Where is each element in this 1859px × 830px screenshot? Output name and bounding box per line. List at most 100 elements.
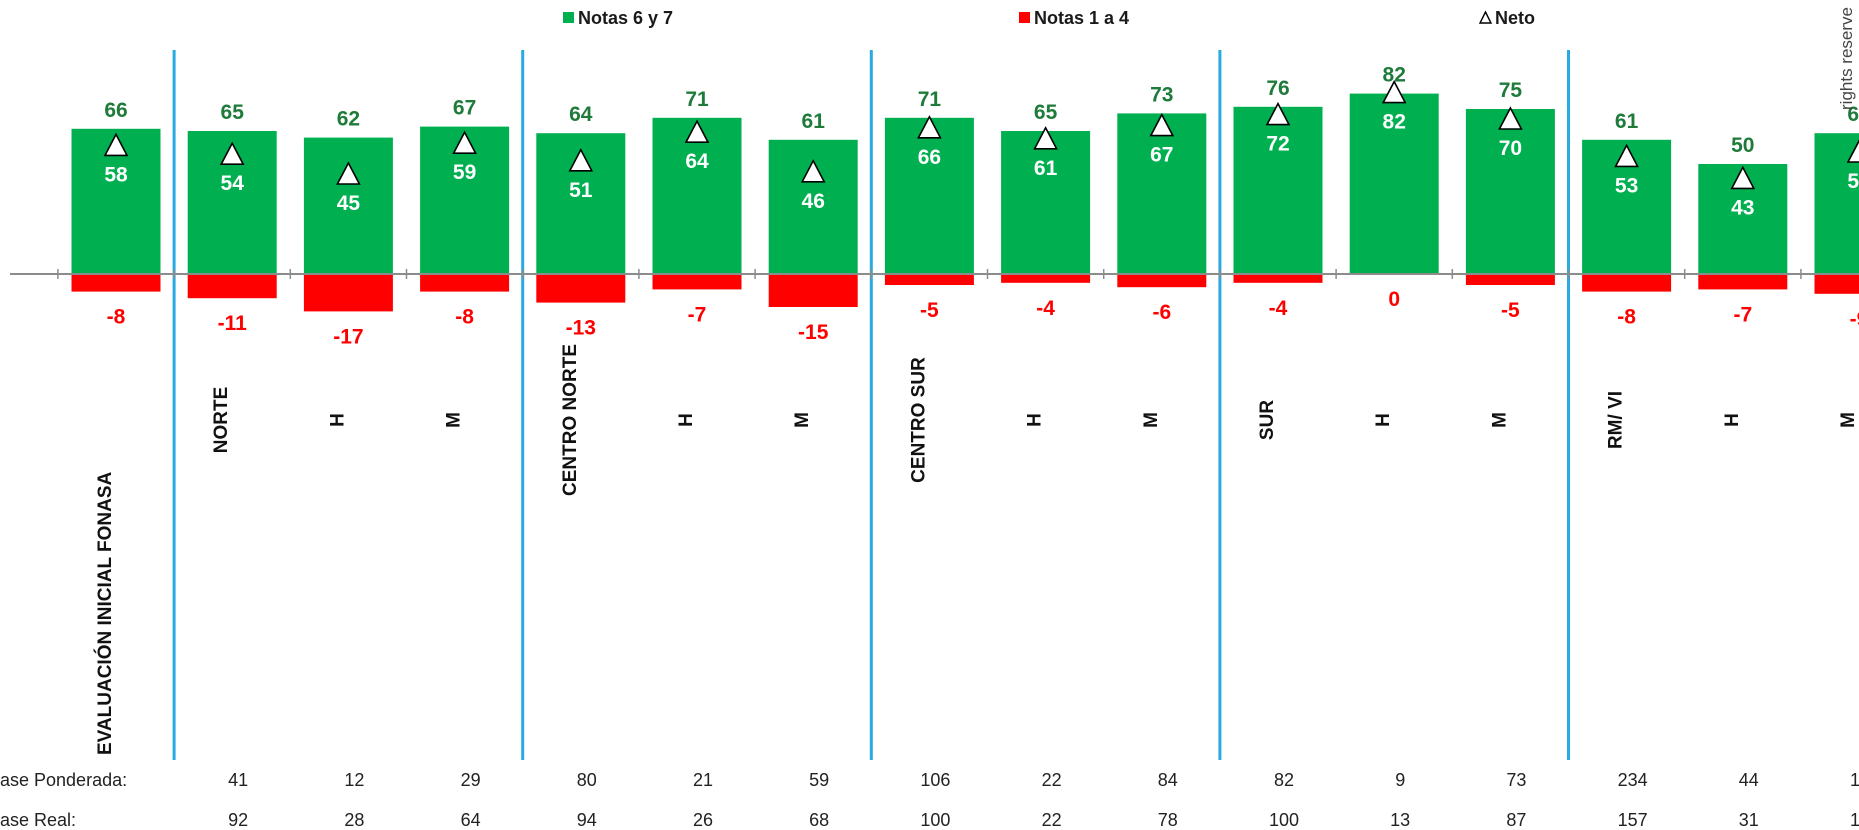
base-value-1-1: 28 [344, 810, 364, 830]
category-label-0: EVALUACIÓN INICIAL FONASA [94, 471, 116, 755]
label-neto-13: 53 [1615, 174, 1638, 197]
category-label-3: M [444, 412, 465, 428]
base-value-0-11: 73 [1506, 770, 1526, 790]
label-negative-11: 0 [1388, 288, 1400, 311]
base-value-1-10: 13 [1390, 810, 1410, 830]
neto-marker-13 [1614, 143, 1639, 168]
bar-negative-15 [1814, 274, 1859, 294]
base-value-0-8: 84 [1158, 770, 1178, 790]
label-negative-4: -13 [566, 317, 596, 340]
legend-swatch-0 [563, 12, 574, 23]
label-neto-7: 66 [918, 146, 941, 169]
base-value-0-7: 22 [1042, 770, 1062, 790]
neto-marker-2 [336, 161, 361, 185]
bar-positive-8 [1001, 131, 1091, 274]
bar-negative-14 [1698, 274, 1788, 290]
bar-negative-8 [1001, 274, 1091, 283]
label-positive-5: 71 [685, 88, 709, 111]
legend-triangle-icon [1478, 10, 1493, 24]
category-label-5: H [676, 413, 697, 427]
label-positive-8: 65 [1034, 101, 1058, 124]
base-value-1-3: 94 [577, 810, 597, 830]
label-neto-0: 58 [104, 163, 128, 186]
bar-negative-7 [884, 274, 974, 285]
category-label-8: H [1025, 413, 1046, 427]
neto-marker-6 [800, 159, 826, 183]
category-label-6: M [792, 412, 813, 428]
label-positive-12: 75 [1499, 79, 1523, 102]
category-label-1: NORTE [211, 387, 232, 454]
bar-positive-7 [884, 117, 974, 274]
label-positive-7: 71 [918, 88, 942, 111]
base-value-1-13: 31 [1739, 810, 1759, 830]
base-value-0-5: 59 [809, 770, 829, 790]
base-row-label-1: ase Real: [0, 810, 76, 830]
label-positive-10: 76 [1266, 77, 1289, 100]
label-neto-9: 67 [1150, 144, 1173, 167]
bar-positive-5 [652, 117, 742, 274]
side-note: rights reserve [1837, 7, 1856, 110]
base-value-0-2: 29 [461, 770, 481, 790]
category-label-12: M [1489, 412, 1510, 428]
label-neto-15: 55 [1847, 170, 1859, 193]
label-positive-13: 61 [1615, 110, 1639, 133]
label-neto-10: 72 [1266, 133, 1289, 156]
label-negative-8: -4 [1036, 297, 1055, 320]
label-negative-2: -17 [333, 325, 363, 348]
category-label-9: M [1141, 412, 1162, 428]
bar-negative-12 [1465, 274, 1555, 285]
base-value-1-14: 126 [1850, 810, 1859, 830]
base-value-1-4: 26 [693, 810, 713, 830]
label-neto-3: 59 [453, 161, 476, 184]
base-value-0-1: 12 [344, 770, 364, 790]
base-value-0-3: 80 [577, 770, 597, 790]
label-positive-3: 67 [453, 97, 476, 120]
base-value-1-5: 68 [809, 810, 829, 830]
neto-marker-15 [1846, 139, 1859, 163]
neto-marker-11 [1381, 79, 1407, 104]
label-negative-14: -7 [1733, 303, 1752, 326]
label-neto-8: 61 [1034, 157, 1058, 180]
category-label-10: SUR [1257, 400, 1278, 440]
label-positive-6: 61 [802, 110, 826, 133]
data-labels: 66 -8 58 65 -11 54 62 -17 45 67 -8 59 64 -13 51 71 -7 64 6… [104, 64, 1859, 349]
neto-marker-14 [1730, 165, 1756, 190]
category-label-15: M [1838, 412, 1859, 428]
label-neto-1: 54 [221, 172, 245, 195]
base-value-0-4: 21 [693, 770, 713, 790]
legend-label-2: Neto [1495, 8, 1535, 28]
neto-marker-9 [1149, 112, 1175, 137]
label-neto-11: 82 [1383, 111, 1406, 134]
label-negative-6: -15 [798, 321, 829, 344]
base-value-1-8: 78 [1158, 810, 1178, 830]
label-negative-9: -6 [1152, 301, 1171, 324]
label-neto-2: 45 [337, 192, 361, 215]
neto-marker-3 [452, 130, 477, 154]
base-value-0-14: 190 [1850, 770, 1859, 790]
label-positive-9: 73 [1150, 83, 1173, 106]
category-label-11: H [1373, 413, 1394, 427]
category-label-13: RM/ VI [1606, 391, 1627, 449]
base-value-0-9: 82 [1274, 770, 1294, 790]
label-neto-5: 64 [685, 150, 709, 173]
category-label-14: H [1722, 413, 1743, 427]
label-positive-11: 82 [1383, 64, 1406, 87]
legend-label-1: Notas 1 a 4 [1034, 8, 1129, 28]
label-neto-14: 43 [1731, 196, 1754, 219]
label-negative-15: -9 [1850, 308, 1859, 331]
base-value-1-6: 100 [920, 810, 950, 830]
label-negative-1: -11 [218, 312, 248, 335]
label-negative-12: -5 [1501, 299, 1520, 322]
label-positive-15: 64 [1847, 103, 1859, 126]
neto-marker-4 [568, 148, 594, 172]
label-neto-4: 51 [569, 179, 593, 202]
group-separators [172, 50, 1570, 760]
neto-marker-1 [219, 141, 245, 165]
base-table: ase Ponderada: 41 12 29 80 21 59 106 22 84 82 9 73 23… [0, 770, 1859, 830]
bar-positive-12 [1465, 109, 1555, 274]
base-value-0-13: 44 [1739, 770, 1759, 790]
label-negative-13: -8 [1617, 306, 1636, 329]
bar-negative-0 [71, 274, 161, 292]
bar-negative-1 [187, 274, 277, 299]
base-row-label-0: ase Ponderada: [0, 770, 127, 790]
